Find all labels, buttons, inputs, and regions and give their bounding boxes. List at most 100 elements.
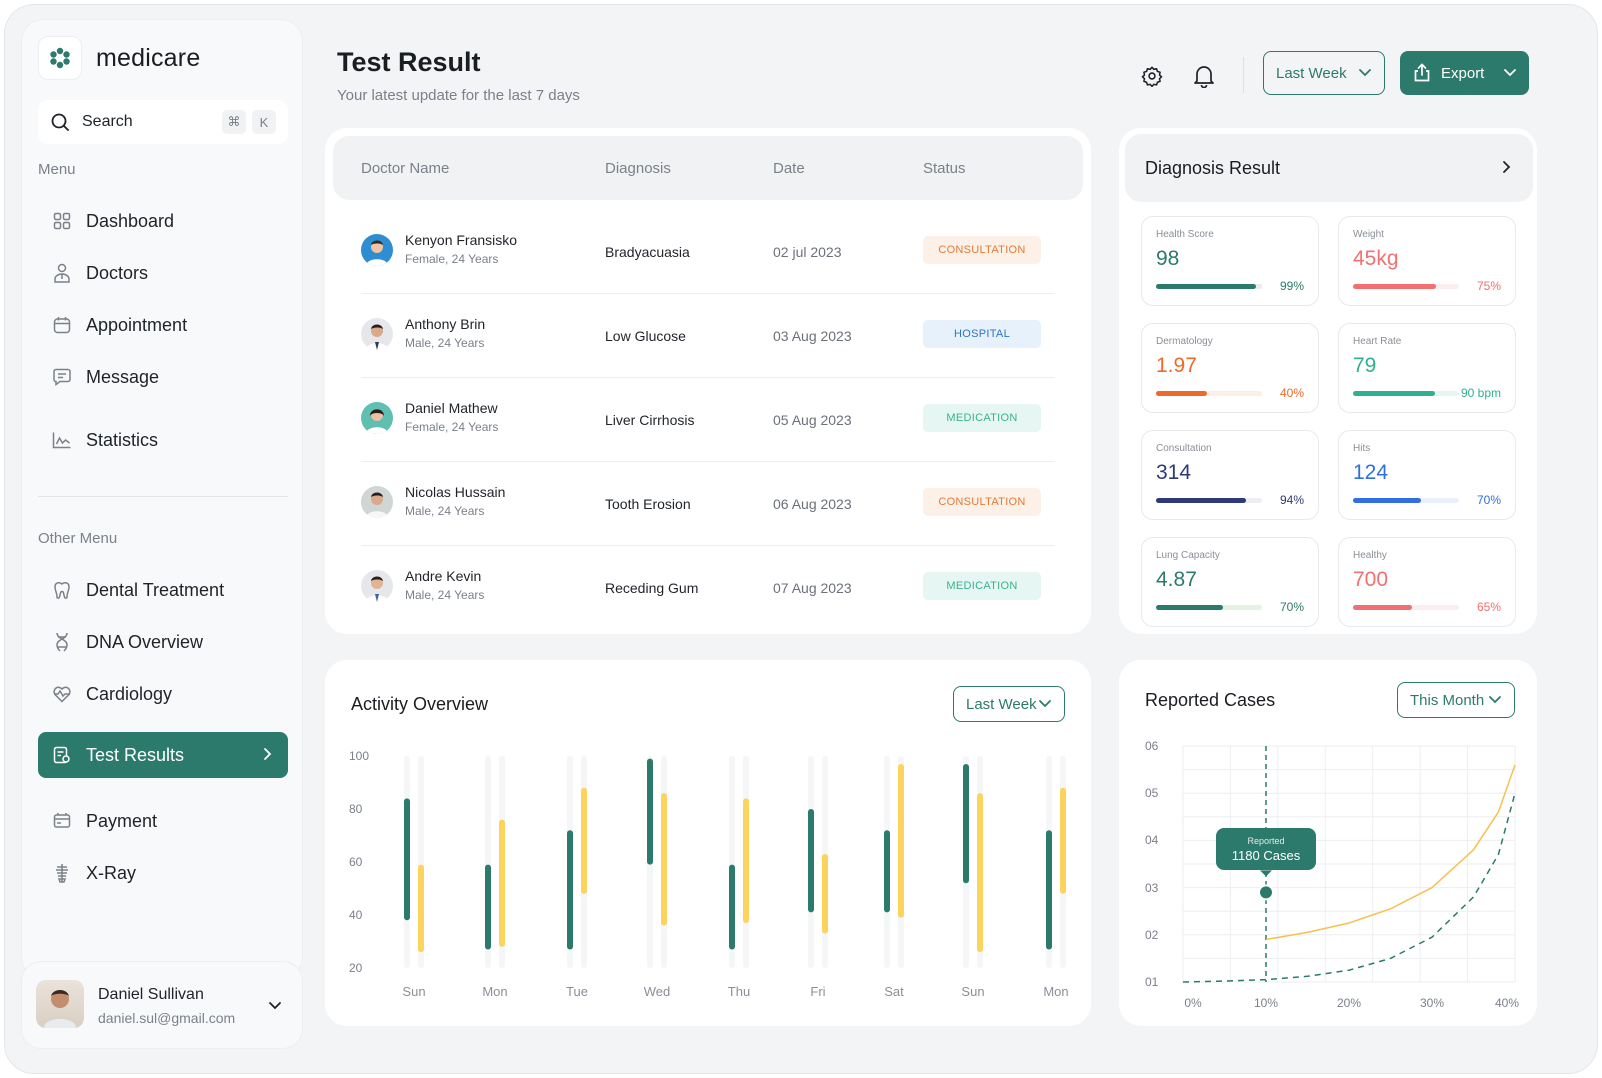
activity-period-select[interactable]: Last Week <box>953 686 1065 722</box>
x-tick-label: 0% <box>1184 996 1202 1010</box>
export-label: Export <box>1441 64 1485 82</box>
activity-bar[interactable] <box>418 864 424 953</box>
activity-bar[interactable] <box>822 854 828 934</box>
reported-period-select[interactable]: This Month <box>1397 682 1515 718</box>
nav-label: Dental Treatment <box>86 579 225 600</box>
brand[interactable]: medicare <box>38 36 200 80</box>
metric-percent: 99% <box>1279 279 1304 293</box>
table-row[interactable]: Kenyon Fransisko Female, 24 Years Bradya… <box>361 210 1055 294</box>
diagnosis-header[interactable]: Diagnosis Result <box>1125 134 1533 202</box>
upload-icon <box>1414 63 1430 82</box>
nav-item-message[interactable]: Message <box>38 354 288 400</box>
nav-label: Appointment <box>86 314 188 335</box>
metric-label: Weight <box>1353 229 1384 240</box>
activity-bar[interactable] <box>1046 830 1052 950</box>
tooltip-value: 1180 Cases <box>1231 848 1301 864</box>
activity-bar[interactable] <box>499 819 505 947</box>
chevron-right-icon <box>1501 160 1511 179</box>
chevron-right-icon <box>262 745 272 766</box>
brand-logo-icon <box>38 36 82 80</box>
nav-item-test-results[interactable]: Test Results <box>38 732 288 778</box>
nav-item-dna-overview[interactable]: DNA Overview <box>38 619 288 665</box>
avatar <box>361 318 393 350</box>
x-tick-label: 40% <box>1494 996 1520 1010</box>
settings-gear-icon[interactable] <box>1139 63 1165 89</box>
chevron-down-icon[interactable] <box>268 998 282 1016</box>
metric-card[interactable]: Health Score 98 99% <box>1141 216 1319 306</box>
activity-bar[interactable] <box>567 830 573 950</box>
activity-bar[interactable] <box>647 758 653 865</box>
activity-bar[interactable] <box>977 793 983 953</box>
metric-progress-track <box>1156 391 1262 396</box>
export-button[interactable]: Export <box>1400 51 1529 95</box>
xray-icon <box>52 863 72 883</box>
activity-bar[interactable] <box>743 798 749 923</box>
metric-percent: 90 bpm <box>1460 386 1501 400</box>
metric-card[interactable]: Dermatology 1.97 40% <box>1141 323 1319 413</box>
menu-section-label: Menu <box>38 161 76 178</box>
metric-progress-fill <box>1353 605 1413 610</box>
activity-bar[interactable] <box>404 798 410 921</box>
table-row[interactable]: Nicolas Hussain Male, 24 Years Tooth Ero… <box>361 462 1055 546</box>
metric-percent: 94% <box>1279 493 1304 507</box>
nav-item-cardiology[interactable]: Cardiology <box>38 671 288 717</box>
metric-label: Health Score <box>1156 229 1214 240</box>
nav-item-payment[interactable]: Payment <box>38 798 288 844</box>
nav-label: Dashboard <box>86 210 175 231</box>
metric-card[interactable]: Weight 45kg 75% <box>1338 216 1516 306</box>
activity-bar[interactable] <box>898 763 904 918</box>
nav-label: Cardiology <box>86 683 173 704</box>
reported-tooltip: Reported 1180 Cases <box>1216 828 1316 871</box>
period-select-button[interactable]: Last Week <box>1263 51 1385 95</box>
user-profile-card[interactable]: Daniel Sullivan daniel.sul@gmail.com <box>21 961 303 1049</box>
nav-item-doctors[interactable]: Doctors <box>38 250 288 296</box>
doctor-meta: Female, 24 Years <box>405 420 499 434</box>
nav-item-appointment[interactable]: Appointment <box>38 302 288 348</box>
activity-bar[interactable] <box>884 830 890 913</box>
page-subtitle: Your latest update for the last 7 days <box>337 87 580 104</box>
y-tick-label: 80 <box>349 802 363 816</box>
chevron-down-icon <box>1039 700 1051 708</box>
table-row[interactable]: Daniel Mathew Female, 24 Years Liver Cir… <box>361 378 1055 462</box>
avatar <box>361 402 393 434</box>
table-row[interactable]: Andre Kevin Male, 24 Years Receding Gum … <box>361 546 1055 630</box>
metric-card[interactable]: Lung Capacity 4.87 70% <box>1141 537 1319 627</box>
activity-bar[interactable] <box>808 809 814 913</box>
series-line <box>1182 793 1516 983</box>
activity-bar[interactable] <box>1060 787 1066 894</box>
metric-percent: 40% <box>1279 386 1304 400</box>
column-header: Date <box>773 160 805 177</box>
metric-percent: 75% <box>1476 279 1501 293</box>
nav-item-statistics[interactable]: Statistics <box>38 417 288 463</box>
metric-value: 45kg <box>1353 247 1399 270</box>
column-header: Diagnosis <box>605 160 671 177</box>
metric-card[interactable]: Healthy 700 65% <box>1338 537 1516 627</box>
metric-label: Hits <box>1353 443 1371 454</box>
metric-card[interactable]: Consultation 314 94% <box>1141 430 1319 520</box>
activity-period-label: Last Week <box>966 695 1037 713</box>
y-tick-label: 40 <box>349 908 363 922</box>
nav-item-dashboard[interactable]: Dashboard <box>38 198 288 244</box>
search-input[interactable]: Search ⌘ K <box>38 100 288 144</box>
activity-bar[interactable] <box>485 864 491 950</box>
doctor-icon <box>52 263 72 283</box>
activity-bar[interactable] <box>581 787 587 894</box>
notification-bell-icon[interactable] <box>1191 63 1217 89</box>
activity-overview-card: Activity Overview Last Week 100 80 60 40 20 … <box>325 660 1091 1026</box>
metric-value: 314 <box>1156 461 1192 484</box>
table-row[interactable]: Anthony Brin Male, 24 Years Low Glucose … <box>361 294 1055 378</box>
reported-title: Reported Cases <box>1145 690 1276 710</box>
chevron-down-icon <box>1504 69 1516 77</box>
activity-bar[interactable] <box>963 763 969 884</box>
nav-item-dental-treatment[interactable]: Dental Treatment <box>38 567 288 613</box>
y-tick-label: 20 <box>349 961 363 975</box>
y-tick-label: 02 <box>1145 927 1159 942</box>
metric-value: 124 <box>1353 461 1389 484</box>
metric-card[interactable]: Heart Rate 79 90 bpm <box>1338 323 1516 413</box>
nav-item-x-ray[interactable]: X-Ray <box>38 850 288 896</box>
activity-bar[interactable] <box>729 864 735 950</box>
metric-progress-fill <box>1156 605 1223 610</box>
x-tick-label: 10% <box>1253 996 1279 1010</box>
metric-card[interactable]: Hits 124 70% <box>1338 430 1516 520</box>
activity-bar[interactable] <box>661 793 667 926</box>
